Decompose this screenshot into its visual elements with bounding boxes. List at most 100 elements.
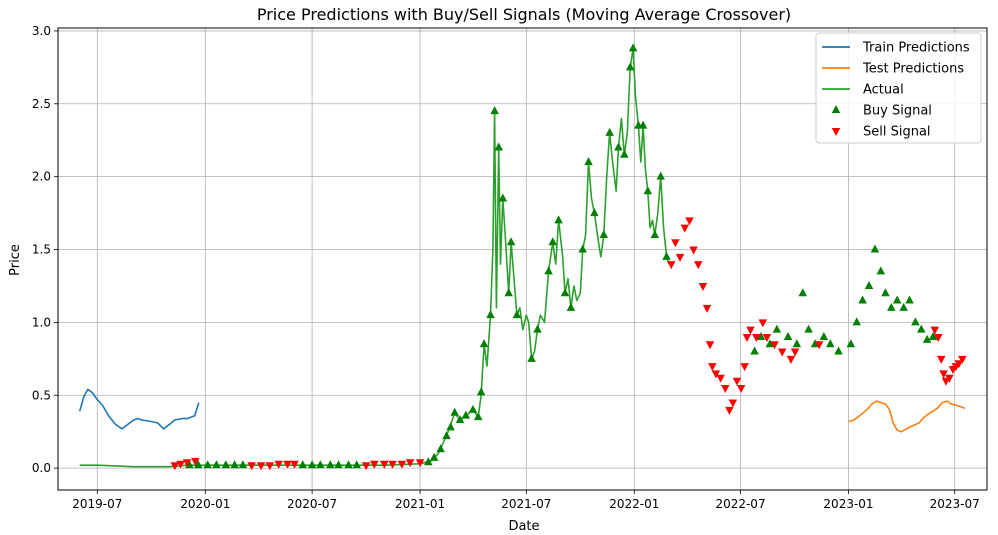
buy-signal-marker [578,244,587,253]
plot-frame [57,27,988,491]
y-axis-label: Price [8,244,23,276]
buy-signal-marker [928,331,938,340]
buy-signal-marker [826,339,835,348]
buy-signal-marker [834,346,843,355]
buy-signal-marker [643,186,653,195]
legend: Train Predictions Test Predictions Actual B… [815,32,982,144]
sell-signal-marker [711,370,721,379]
buy-signal-marker [490,106,499,115]
x-axis-ticks: 2019-07 2020-01 2020-07 2021-01 2021-07 2022-… [72,490,980,511]
buy-signal-marker [424,457,433,466]
buy-signal-marker [922,334,932,343]
x-tick-label: 2021-01 [395,497,445,511]
buy-signal-marker [504,288,513,297]
x-tick-label: 2020-01 [180,497,230,511]
buy-signal-marker [628,43,638,52]
buy-signal-marker [905,295,914,304]
sell-signal-marker [397,460,407,469]
sell-signal-marker [705,341,715,350]
sell-signal-marker [770,341,779,350]
sell-signal-marker [721,384,730,393]
buy-signal-marker [852,317,861,326]
y-tick-label: 0.5 [32,388,51,402]
buy-signal-marker [221,460,231,469]
sell-signal-marker [930,326,940,335]
sell-signal-marker [786,355,796,364]
buy-signal-marker [473,412,483,421]
buy-signal-marker [436,444,445,453]
buy-signal-marker [881,288,890,297]
legend-swatch-sell-signal [831,128,841,136]
buy-signal-marker [316,460,325,469]
chart-title: Price Predictions with Buy/Sell Signals … [257,5,791,24]
buy-signal-marker [804,324,813,333]
sell-signal-marker [671,239,680,248]
buy-signal-marker [486,310,495,319]
buy-signal-marker [442,431,451,440]
buy-signal-marker [548,237,557,246]
sell-signal-marker [702,304,712,313]
buy-signal-marker [494,142,503,151]
sell-signal-marker [725,406,734,415]
buy-signal-marker [334,460,343,469]
x-tick-label: 2019-07 [72,497,122,511]
buy-signal-marker [238,460,248,469]
sell-signal-marker [698,282,708,291]
buy-signal-marker [194,460,203,469]
legend-swatch-buy-signal [831,105,841,113]
buy-signal-marker [203,460,212,469]
buy-signal-marker [461,410,471,419]
y-tick-label: 2.5 [32,97,51,111]
buy-signal-marker [605,127,614,136]
sell-signal-marker [182,459,192,468]
buy-signal-marker [662,251,671,260]
sell-signal-marker [388,460,397,469]
buy-signal-marker [599,229,609,238]
sell-signal-marker [191,457,200,466]
sell-signal-marker [762,333,772,342]
buy-signal-marker [544,266,553,275]
sell-signal-marker [667,261,676,270]
sell-signal-marker [945,374,954,383]
sell-signal-marker [790,348,800,357]
y-tick-label: 1.0 [32,315,51,329]
sell-signal-marker [685,217,694,226]
buy-signal-marker [846,339,856,348]
sell-signal-marker [265,462,275,471]
buy-signal-marker [554,215,563,224]
buy-signal-marker [892,295,902,304]
buy-signal-marker [326,460,335,469]
sell-signal-marker [939,370,948,379]
sell-signal-marker [758,319,768,328]
buy-signal-marker [429,452,439,461]
sell-signal-marker [736,384,746,393]
sell-signal-marker [934,333,943,342]
buy-signal-marker [533,324,542,333]
buy-signal-marker [870,244,880,253]
legend-box [815,32,982,144]
sell-signal-marker [954,360,964,369]
buy-signal-marker [625,62,635,71]
buy-signal-marker [506,237,516,246]
buy-signal-marker [656,171,665,180]
x-tick-label: 2022-01 [609,497,659,511]
sell-signal-marker [274,460,283,469]
buy-signal-marker [566,302,576,311]
x-tick-label: 2023-07 [930,497,980,511]
legend-label-buy-signal: Buy Signal [863,104,932,119]
legend-label-test-predictions: Test Predictions [862,62,964,77]
buy-signal-marker [756,331,766,340]
buy-signal-marker [911,317,920,326]
buy-signal-marker [650,229,660,238]
buy-signal-marker [765,339,775,348]
buy-signal-marker [772,324,782,333]
sell-signal-marker [732,377,742,386]
sell-signal-marker [283,460,292,469]
sell-signal-marker [290,460,299,469]
x-tick-label: 2022-07 [715,497,765,511]
sell-signal-marker [777,348,787,357]
series-line-train-predictions [78,388,200,430]
sell-signal-marker [689,246,698,255]
buy-signal-marker [468,404,478,413]
buy-signal-marker [783,331,793,340]
